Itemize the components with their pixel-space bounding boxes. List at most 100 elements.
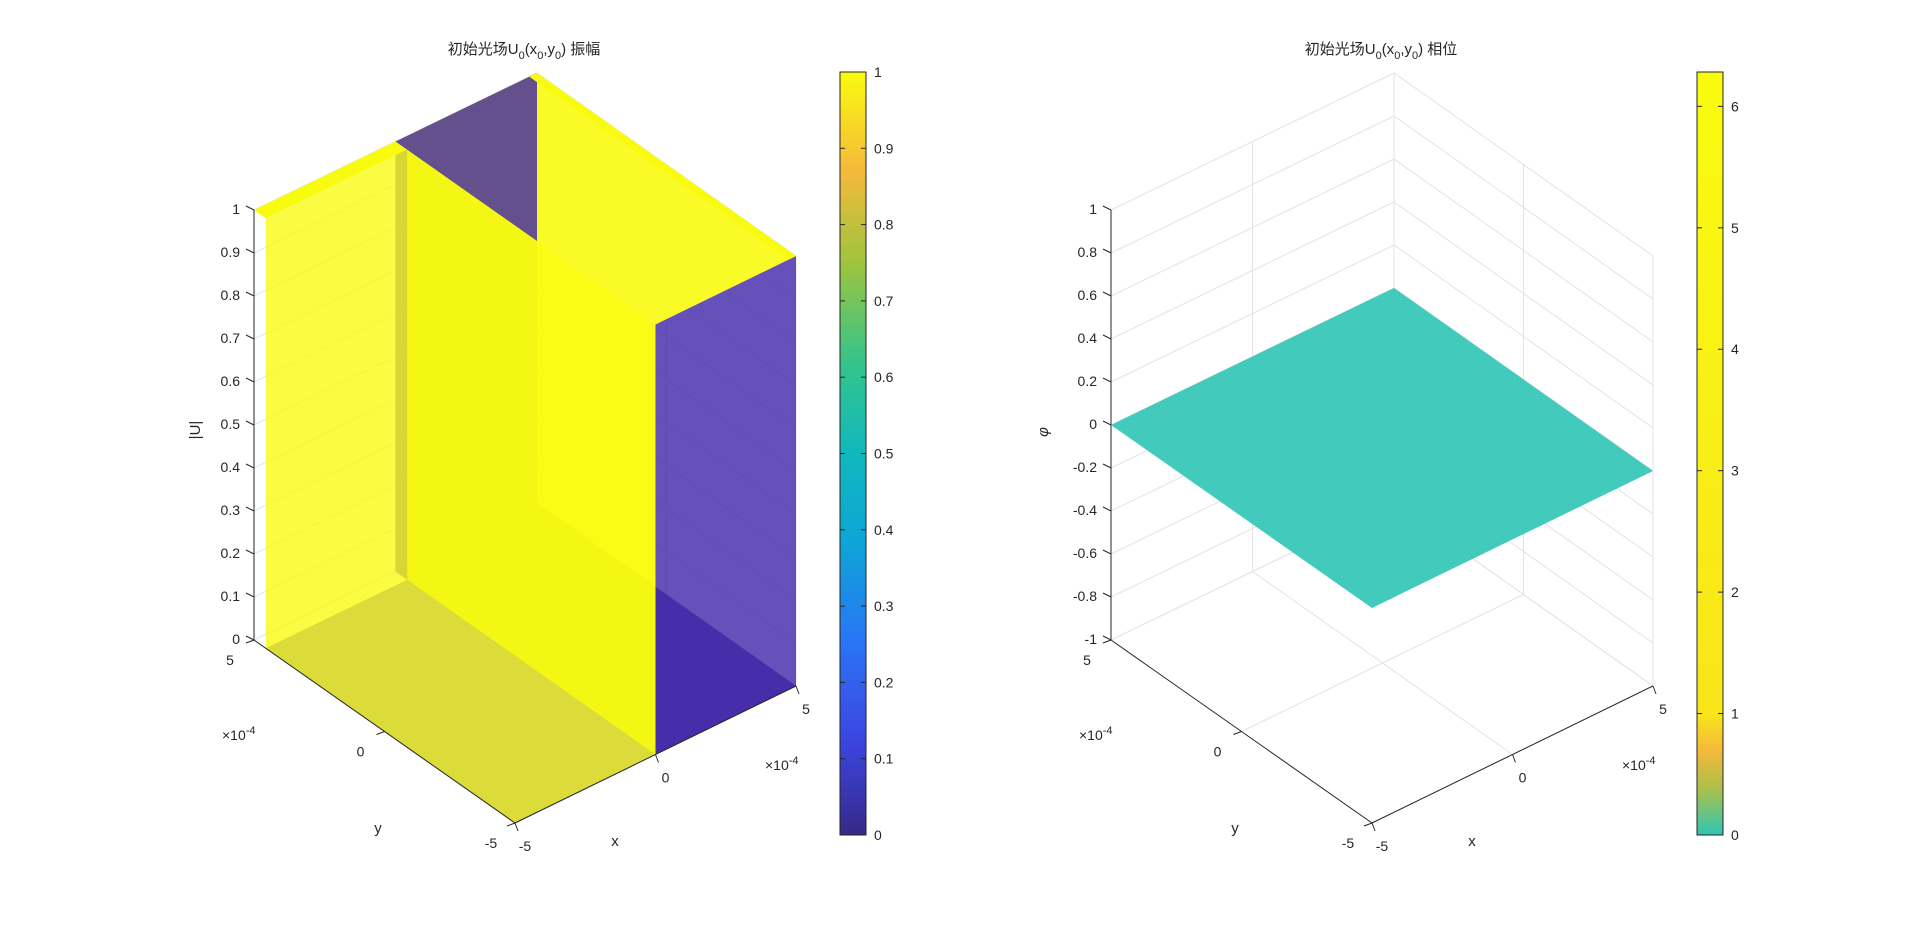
z-tick-label: 0.7 <box>221 330 241 346</box>
colorbar-tick-label: 2 <box>1731 584 1739 600</box>
y-tick-label: 0 <box>1214 744 1222 760</box>
y-tick-label: 5 <box>1083 652 1091 668</box>
y-tick-label: 5 <box>226 652 234 668</box>
z-tick-label: 0.4 <box>1078 330 1098 346</box>
phase-x-label: x <box>1468 833 1476 850</box>
phase-plane <box>1111 288 1653 608</box>
z-tick-label: 0.1 <box>221 588 241 604</box>
colorbar-tick-label: 0.4 <box>874 522 894 538</box>
y-tick-label: -5 <box>485 835 498 851</box>
z-tick <box>245 377 255 383</box>
z-tick <box>245 549 255 555</box>
phase-x-exponent: ×10-4 <box>1622 755 1656 773</box>
z-tick-label: 0.8 <box>221 287 241 303</box>
z-tick <box>1102 205 1112 211</box>
z-tick-label: -0.2 <box>1073 459 1097 475</box>
y-tick <box>1233 731 1242 735</box>
colorbar-tick-label: 0.3 <box>874 598 894 614</box>
z-tick <box>1102 291 1112 297</box>
x-tick-label: 0 <box>662 770 670 786</box>
colorbar-tick-label: 0.2 <box>874 674 894 690</box>
y-tick-label: 0 <box>357 744 365 760</box>
z-tick <box>245 334 255 340</box>
y-tick <box>245 639 255 644</box>
z-tick <box>1102 420 1112 426</box>
amplitude-colorbar: 0 0.1 0.2 0.3 0.4 0.5 0.6 0.7 0.8 0.9 1 <box>839 64 894 843</box>
z-tick <box>245 635 255 641</box>
y-tick-label: -5 <box>1342 835 1355 851</box>
grid-line <box>1241 594 1524 732</box>
x-tick <box>1371 822 1376 832</box>
z-tick-label: 1 <box>1089 201 1097 217</box>
colorbar-tick-label: 0 <box>874 827 882 843</box>
colorbar-tick-label: 1 <box>1731 706 1739 722</box>
colorbar-tick-label: 0.9 <box>874 140 894 156</box>
x-tick-label: 5 <box>1659 701 1667 717</box>
y-tick <box>506 822 516 827</box>
phase-x-ticks: -5 0 5 <box>1371 685 1667 854</box>
z-tick <box>245 592 255 598</box>
colorbar-tick-label: 0.6 <box>874 369 894 385</box>
z-tick <box>1102 377 1112 383</box>
z-tick <box>245 291 255 297</box>
z-tick-label: 0.9 <box>221 244 241 260</box>
step-wall-front <box>655 256 796 755</box>
phase-colorbar-ticks: 0 1 2 3 4 5 6 <box>1697 98 1739 843</box>
z-tick-label: -0.6 <box>1073 545 1097 561</box>
z-tick <box>1102 635 1112 641</box>
z-tick <box>1102 334 1112 340</box>
x-tick <box>1652 685 1657 695</box>
z-tick-label: 0.6 <box>221 373 241 389</box>
z-tick <box>245 248 255 254</box>
plateau-right-rim <box>529 73 796 260</box>
plateau-left-rim <box>254 141 408 219</box>
colorbar-tick-label: 5 <box>1731 220 1739 236</box>
x-tick <box>514 822 519 832</box>
colorbar-tick-label: 0.5 <box>874 446 894 462</box>
amplitude-surface <box>254 73 796 823</box>
phase-z-label: φ <box>1035 427 1052 437</box>
colorbar-tick-label: 0.8 <box>874 217 894 233</box>
amplitude-z-ticks: 0 0.1 0.2 0.3 0.4 0.5 0.6 0.7 0.8 0.9 1 <box>221 201 255 647</box>
plateau-left-floor <box>265 579 656 823</box>
x-tick <box>1512 754 1516 763</box>
z-tick-label: 0 <box>1089 416 1097 432</box>
z-tick-label: -1 <box>1085 631 1098 647</box>
z-tick-label: 0.2 <box>221 545 241 561</box>
x-tick-label: 0 <box>1519 770 1527 786</box>
colorbar-tick-label: 0.7 <box>874 293 894 309</box>
z-tick <box>1102 463 1112 469</box>
amplitude-colorbar-ticks: 0 0.1 0.2 0.3 0.4 0.5 0.6 0.7 0.8 0.9 1 <box>840 64 894 843</box>
z-tick <box>245 506 255 512</box>
colorbar-tick-label: 1 <box>874 64 882 80</box>
y-tick <box>1102 639 1112 644</box>
z-tick-label: 0.3 <box>221 502 241 518</box>
phase-y-label: y <box>1231 820 1239 837</box>
amplitude-title: 初始光场U0(x0,y0) 振幅 <box>448 41 601 62</box>
colorbar-tick-label: 6 <box>1731 98 1739 114</box>
z-tick <box>1102 592 1112 598</box>
phase-y-exponent: ×10-4 <box>1079 725 1113 743</box>
amplitude-x-ticks: -5 0 5 <box>514 685 810 854</box>
phase-axes: -1 -0.8 -0.6 -0.4 -0.2 0 0.2 0.4 0.6 0.8 1 -5 0 5 -5… <box>1035 41 1739 854</box>
x-tick-label: -5 <box>519 838 532 854</box>
colorbar-tick-label: 0 <box>1731 827 1739 843</box>
z-tick-label: 0.4 <box>221 459 241 475</box>
phase-surface <box>1111 288 1653 608</box>
y-tick <box>1363 822 1373 827</box>
z-tick <box>1102 506 1112 512</box>
y-tick <box>376 731 385 735</box>
plateau-left-side <box>407 149 656 755</box>
z-tick <box>245 205 255 211</box>
z-tick <box>245 420 255 426</box>
z-tick-label: 1 <box>232 201 240 217</box>
amplitude-x-label: x <box>611 833 619 850</box>
z-tick-label: 0.2 <box>1078 373 1098 389</box>
amplitude-y-ticks: -5 0 5 <box>226 639 516 851</box>
phase-title: 初始光场U0(x0,y0) 相位 <box>1305 41 1458 62</box>
x-tick-label: 5 <box>802 701 810 717</box>
amplitude-x-exponent: ×10-4 <box>765 755 799 773</box>
amplitude-z-label: |U| <box>187 421 204 440</box>
phase-colorbar: 0 1 2 3 4 5 6 <box>1696 71 1739 843</box>
